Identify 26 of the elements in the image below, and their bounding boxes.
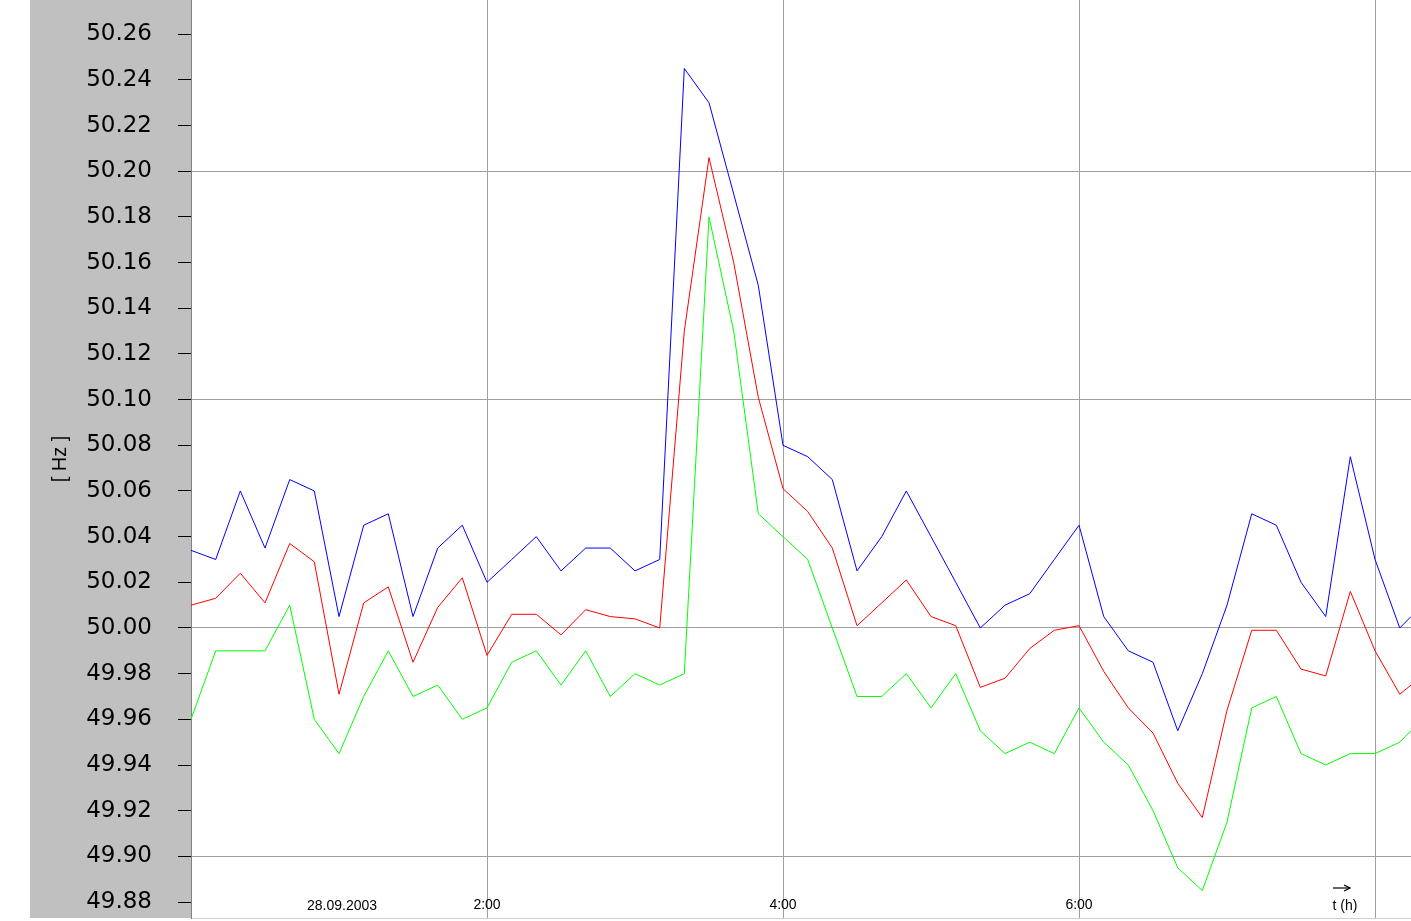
y-tick-label: 50.24 (86, 64, 152, 91)
x-tick-label: 6:00 (1065, 895, 1093, 912)
y-tick-label: 49.98 (86, 658, 152, 685)
y-tick-label: 50.20 (86, 156, 152, 183)
y-tick-label: 49.92 (86, 795, 152, 822)
x-axis-title: t (h) (1332, 896, 1358, 913)
y-tick-label: 50.16 (86, 247, 152, 274)
y-tick-label: 50.14 (86, 293, 152, 320)
y-tick-label: 50.26 (86, 19, 152, 46)
y-tick-label: 49.94 (86, 749, 152, 776)
annotation: 28.09.2003 (306, 896, 378, 913)
y-tick-label: 50.10 (86, 384, 152, 411)
y-tick-label: 50.22 (86, 110, 152, 137)
x-tick-label: 4:00 (769, 895, 797, 912)
y-tick-label: 50.18 (86, 201, 152, 228)
y-tick-label: 50.08 (86, 430, 152, 457)
y-tick-label: 50.02 (86, 567, 152, 594)
y-tick-label: 50.06 (86, 475, 152, 502)
y-tick-label: 49.88 (86, 886, 152, 913)
y-tick-label: 50.04 (86, 521, 152, 548)
y-tick-label: 49.96 (86, 704, 152, 731)
y-axis-title: [ Hz ] (47, 435, 70, 483)
y-tick-label: 50.12 (86, 338, 152, 365)
x-tick-label: 2:00 (473, 895, 501, 912)
y-tick-label: 50.00 (86, 612, 152, 639)
y-tick-label: 49.90 (86, 841, 152, 868)
